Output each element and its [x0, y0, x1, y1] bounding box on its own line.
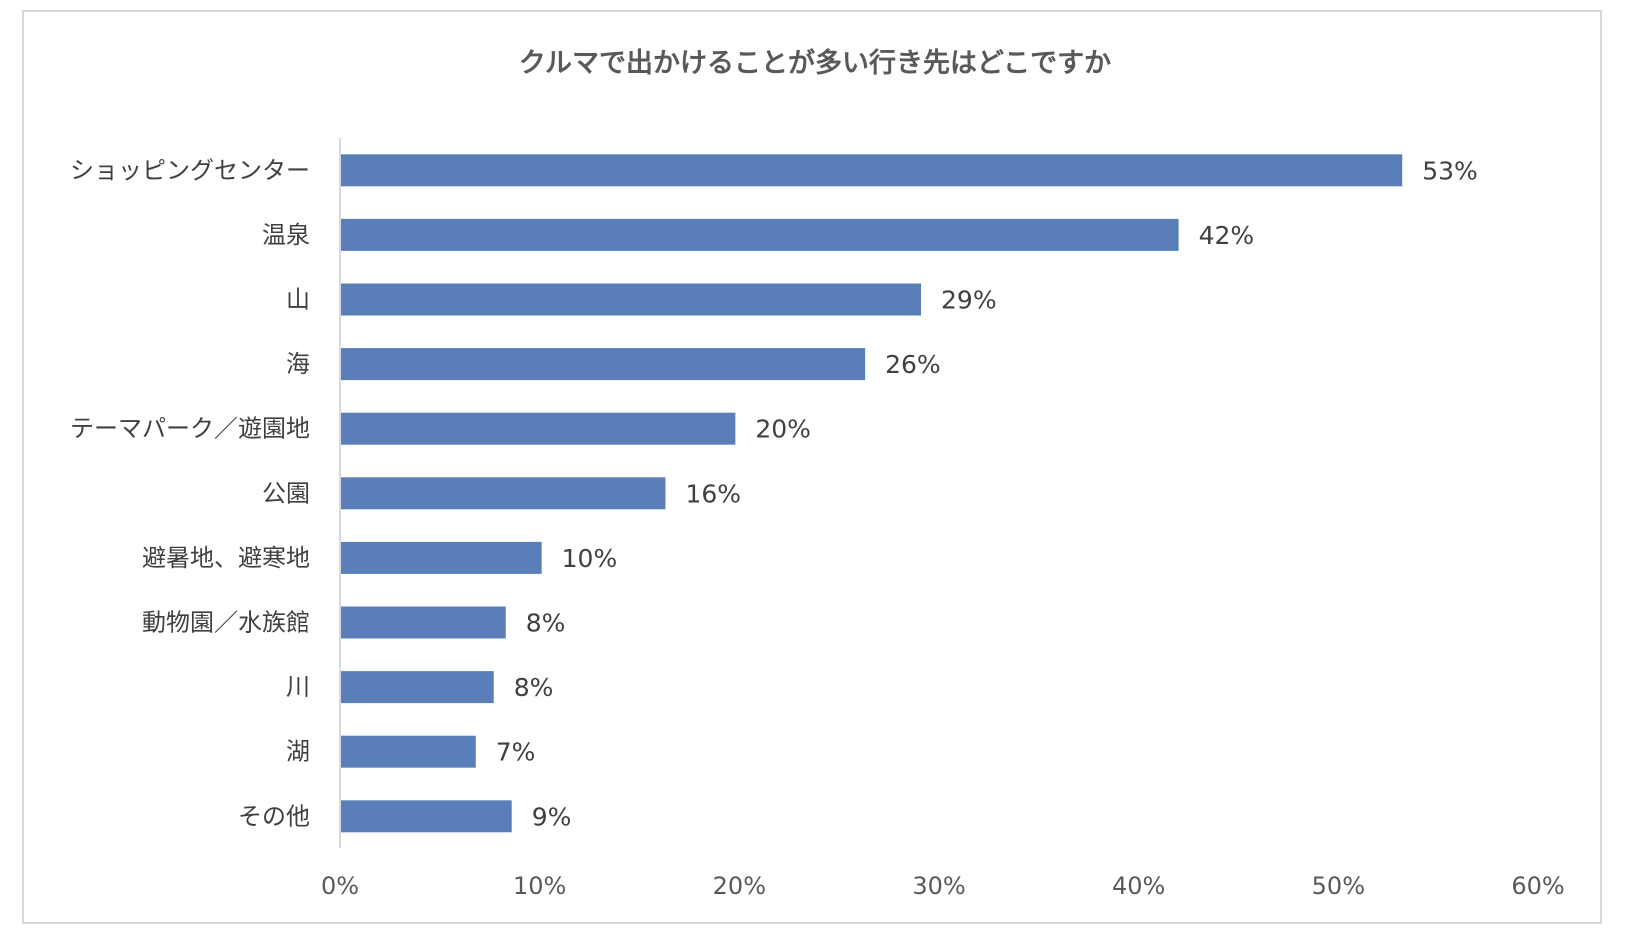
bar-8 — [341, 671, 494, 704]
bars-group — [341, 154, 1403, 833]
bar-6 — [341, 541, 542, 574]
x-tick-label-2: 20% — [713, 872, 766, 900]
bar-3 — [341, 348, 866, 381]
category-label-7: 動物園／水族館 — [142, 609, 310, 637]
bar-0 — [341, 154, 1403, 187]
category-label-1: 温泉 — [262, 221, 310, 249]
bar-1 — [341, 218, 1179, 251]
category-label-10: その他 — [238, 802, 310, 830]
x-tick-label-5: 50% — [1312, 872, 1365, 900]
category-label-9: 湖 — [286, 738, 310, 766]
data-label-0: 53% — [1422, 156, 1478, 185]
x-tick-label-3: 30% — [912, 872, 965, 900]
bar-10 — [341, 800, 512, 833]
bar-5 — [341, 477, 666, 510]
x-tick-label-1: 10% — [513, 872, 566, 900]
data-labels-group: 53% 42% 29% 26% 20% 16% 10% 8% 8% 7% 9% — [496, 156, 1478, 831]
category-labels-group: ショッピングセンター温泉山海テーマパーク／遊園地公園避暑地、避寒地動物園／水族館… — [70, 156, 310, 830]
x-tick-labels-group: 0% 10% 20% 30% 40% 50% 60% — [321, 872, 1565, 900]
data-label-8: 8% — [514, 673, 554, 702]
bar-7 — [341, 606, 506, 639]
data-label-5: 16% — [685, 479, 741, 508]
data-label-4: 20% — [755, 415, 811, 444]
category-label-0: ショッピングセンター — [70, 156, 310, 184]
data-label-10: 9% — [532, 802, 572, 831]
data-label-3: 26% — [885, 350, 941, 379]
data-label-9: 7% — [496, 738, 536, 767]
data-label-6: 10% — [562, 544, 618, 573]
data-label-2: 29% — [941, 286, 997, 315]
bar-2 — [341, 283, 922, 316]
category-label-5: 公園 — [262, 479, 310, 507]
category-label-3: 海 — [286, 350, 310, 378]
category-label-2: 山 — [286, 286, 310, 314]
x-tick-label-0: 0% — [321, 872, 359, 900]
category-label-8: 川 — [286, 673, 310, 701]
chart-title: クルマで出かけることが多い行き先はどこですか — [519, 47, 1111, 79]
data-label-1: 42% — [1199, 221, 1255, 250]
bar-9 — [341, 735, 476, 768]
x-tick-label-6: 60% — [1511, 872, 1564, 900]
bar-4 — [341, 412, 736, 445]
data-label-7: 8% — [526, 609, 566, 638]
category-label-4: テーマパーク／遊園地 — [70, 415, 310, 443]
x-tick-label-4: 40% — [1112, 872, 1165, 900]
category-label-6: 避暑地、避寒地 — [142, 544, 310, 572]
